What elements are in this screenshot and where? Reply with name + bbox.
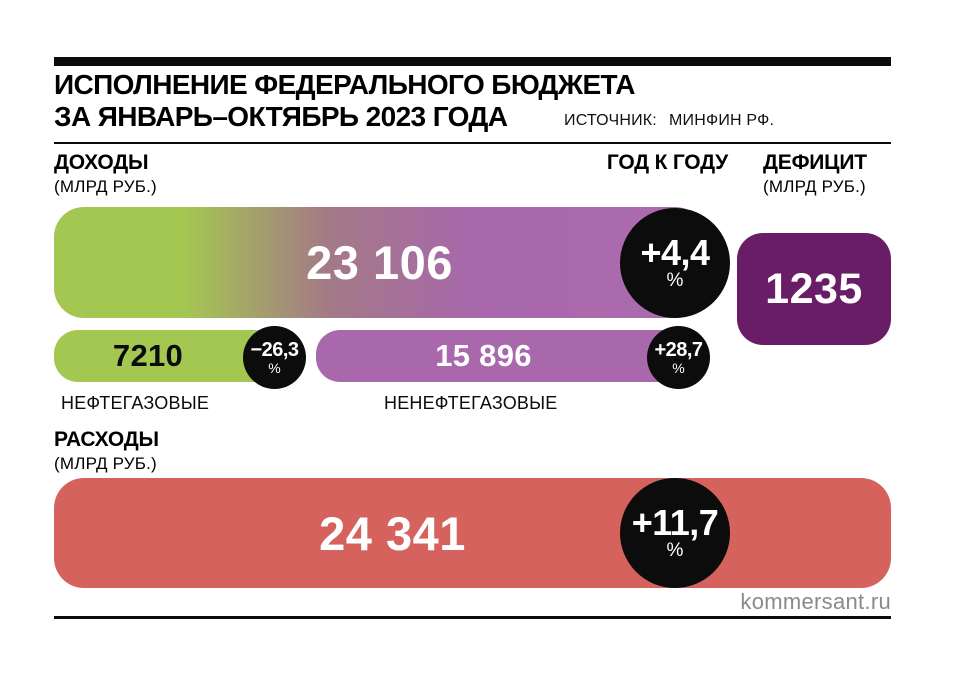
incomes-unit-label: (МЛРД РУБ.) [54,177,157,196]
non-oil-gas-value: 15 896 [435,338,532,373]
top-accent-bar [54,57,891,66]
expenses-total-bar: 24 341 [54,478,891,588]
expenses-yoy-value: +11,7 [631,502,719,543]
deficit-value: 1235 [765,264,863,313]
source-note: ИСТОЧНИК: МИНФИН РФ. [564,112,774,130]
page-title-line1: ИСПОЛНЕНИЕ ФЕДЕРАЛЬНОГО БЮДЖЕТА [54,69,636,100]
incomes-total-bar: 23 106 [54,207,705,318]
deficit-section-title: ДЕФИЦИТ [763,151,867,174]
deficit-unit-label: (МЛРД РУБ.) [763,177,866,196]
non-oil-gas-yoy-value: +28,7 [654,339,703,361]
incomes-total-yoy-percent-sign: % [666,270,684,291]
non-oil-gas-label: НЕНЕФТЕГАЗОВЫЕ [384,393,558,413]
oil-gas-label: НЕФТЕГАЗОВЫЕ [61,393,210,413]
source-value: МИНФИН РФ. [668,112,775,129]
expenses-yoy-badge: +11,7 % [620,478,730,588]
non-oil-gas-yoy-percent-sign: % [672,360,685,376]
incomes-section-title: ДОХОДЫ [54,151,149,174]
expenses-yoy-percent-sign: % [666,540,684,561]
page-title-line2: ЗА ЯНВАРЬ–ОКТЯБРЬ 2023 ГОДА [54,101,508,132]
non-oil-gas-yoy-badge: +28,7 % [647,326,710,389]
header-divider [54,142,891,144]
expenses-unit-label: (МЛРД РУБ.) [54,454,157,473]
expenses-total-value: 24 341 [319,506,466,560]
oil-gas-value: 7210 [112,338,184,373]
bottom-rule [54,616,891,619]
site-watermark: kommersant.ru [740,589,891,614]
oil-gas-yoy-percent-sign: % [268,360,281,376]
oil-gas-yoy-badge: −26,3 % [243,326,306,389]
deficit-value-box: 1235 [737,233,891,345]
oil-gas-yoy-value: −26,3 [250,339,299,361]
incomes-total-yoy-badge: +4,4 % [620,208,730,318]
source-label: ИСТОЧНИК: [564,112,657,129]
expenses-section-title: РАСХОДЫ [54,428,159,451]
incomes-total-yoy-value: +4,4 [640,232,710,273]
yoy-column-header: ГОД К ГОДУ [606,151,728,174]
non-oil-gas-bar: 15 896 [316,330,701,382]
incomes-total-value: 23 106 [306,236,453,289]
